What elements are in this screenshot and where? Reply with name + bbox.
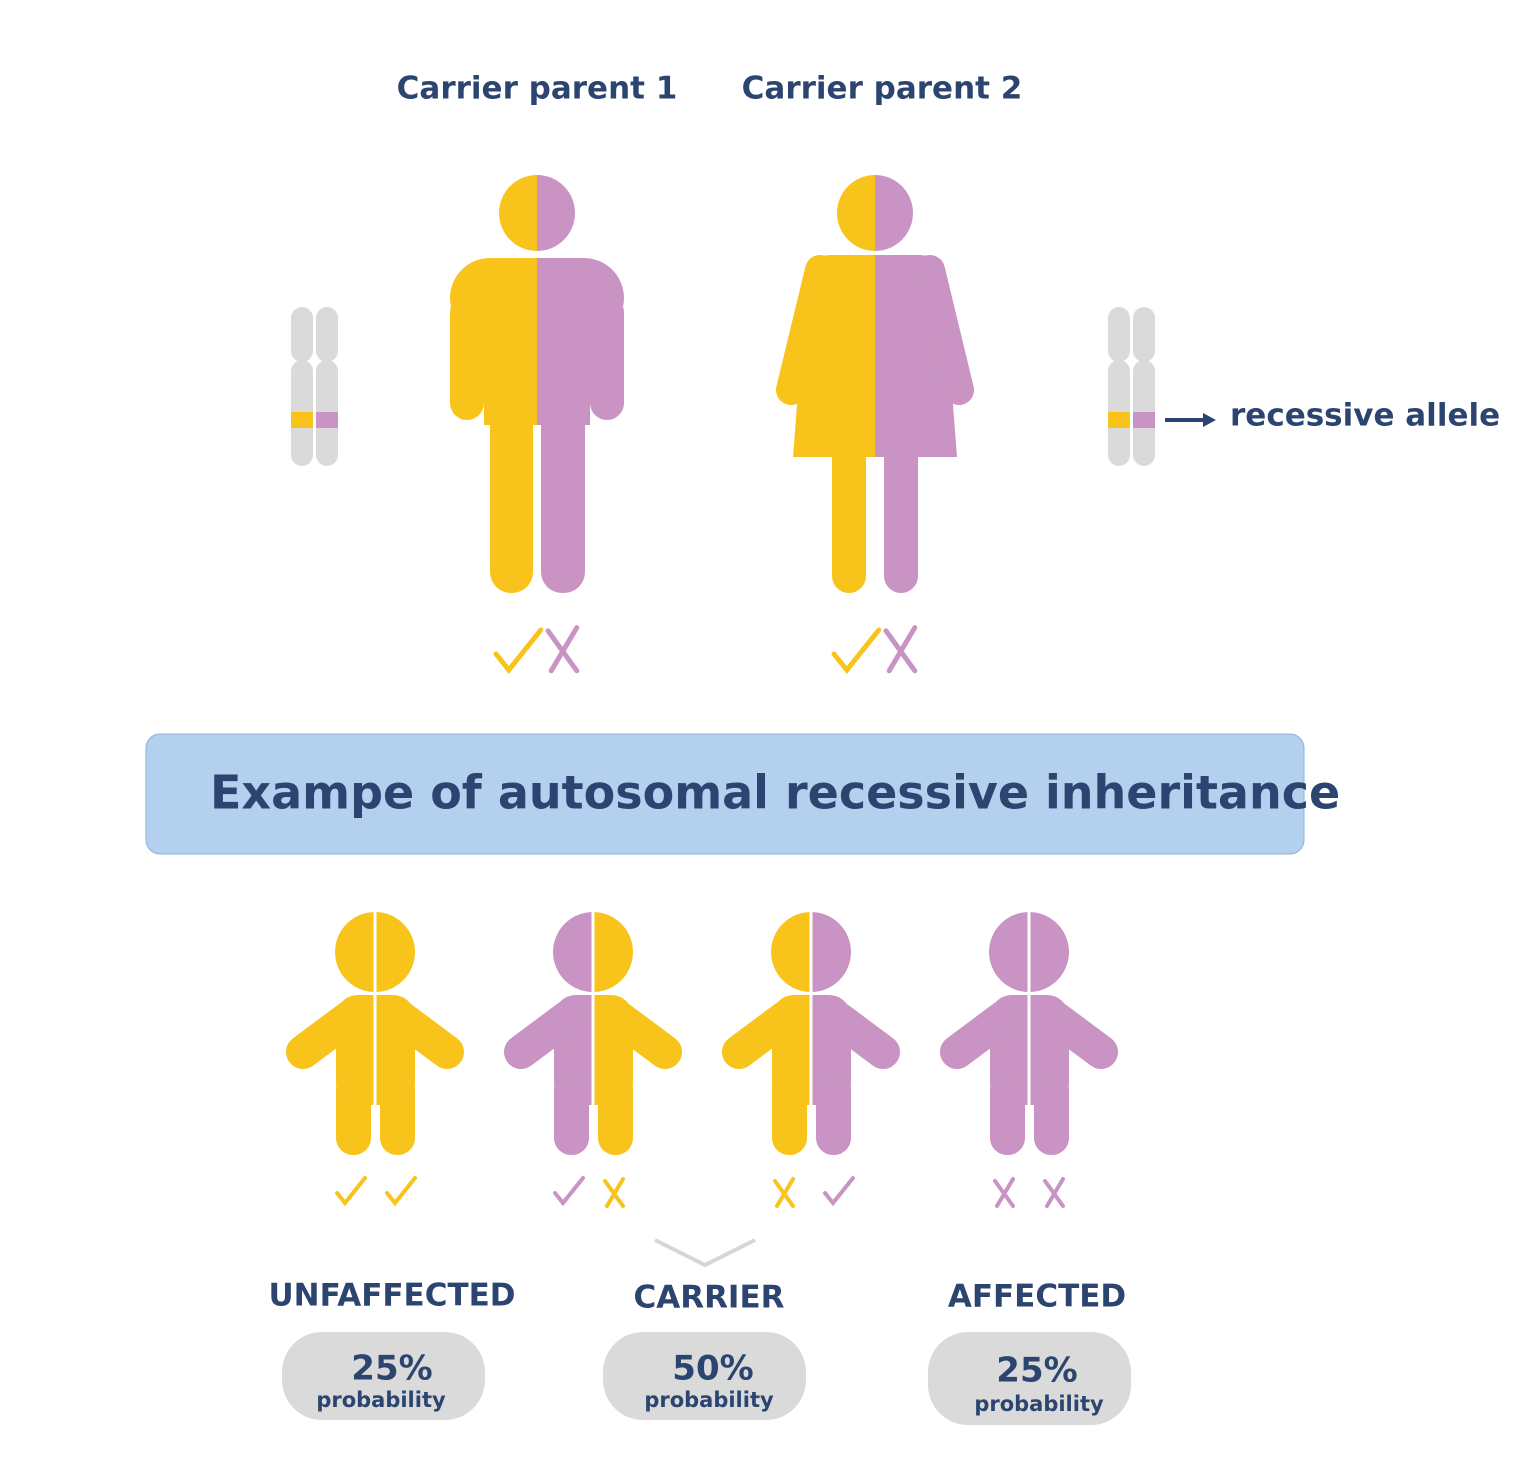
bracket: [654, 1238, 756, 1268]
caption: probability: [974, 1392, 1104, 1416]
allele-band: [291, 412, 313, 428]
allele-band: [1108, 412, 1130, 428]
caption: probability: [316, 1388, 446, 1412]
parent-label: Carrier parent 2: [742, 71, 1023, 107]
percent: 25%: [351, 1349, 432, 1389]
man-figure: [450, 175, 624, 593]
chromatid: [291, 307, 313, 362]
cross-mark: [773, 1177, 795, 1208]
parent-label: Carrier parent 1: [397, 71, 678, 107]
caption: probability: [644, 1388, 774, 1412]
chromatid: [316, 307, 338, 362]
check-mark: [553, 1176, 585, 1207]
cross-mark: [1043, 1177, 1065, 1208]
child-figure: [739, 912, 883, 1155]
legend-arrow: [1165, 413, 1216, 427]
check-mark: [493, 627, 544, 675]
pill: [282, 1332, 485, 1420]
cross-mark: [993, 1177, 1015, 1208]
chromatid: [1108, 307, 1130, 362]
allele-band: [1133, 412, 1155, 428]
percent: 25%: [996, 1351, 1077, 1391]
check-mark: [335, 1176, 367, 1207]
outcome-label: CARRIER: [633, 1280, 784, 1316]
child-figure: [957, 912, 1101, 1155]
check-mark: [831, 627, 882, 675]
cross-mark: [883, 625, 918, 674]
percent: 50%: [672, 1349, 753, 1389]
figures: [291, 175, 1155, 1208]
pill: [603, 1332, 806, 1420]
cross-mark: [603, 1177, 625, 1208]
child-figure: [521, 912, 665, 1155]
banner: [145, 733, 1305, 855]
child-figure: [303, 912, 447, 1155]
outcome-label: UNFAFFECTED: [268, 1278, 515, 1314]
woman-figure: [791, 175, 959, 593]
chromatid: [1133, 307, 1155, 362]
check-mark: [385, 1176, 417, 1207]
allele-band: [316, 412, 338, 428]
banner-title: Exampe of autosomal recessive inheritanc…: [210, 766, 1340, 820]
legend-label: recessive allele: [1230, 398, 1500, 434]
outcome-label: AFFECTED: [948, 1279, 1126, 1315]
pill: [928, 1332, 1131, 1425]
cross-mark: [545, 625, 580, 674]
check-mark: [823, 1176, 855, 1207]
